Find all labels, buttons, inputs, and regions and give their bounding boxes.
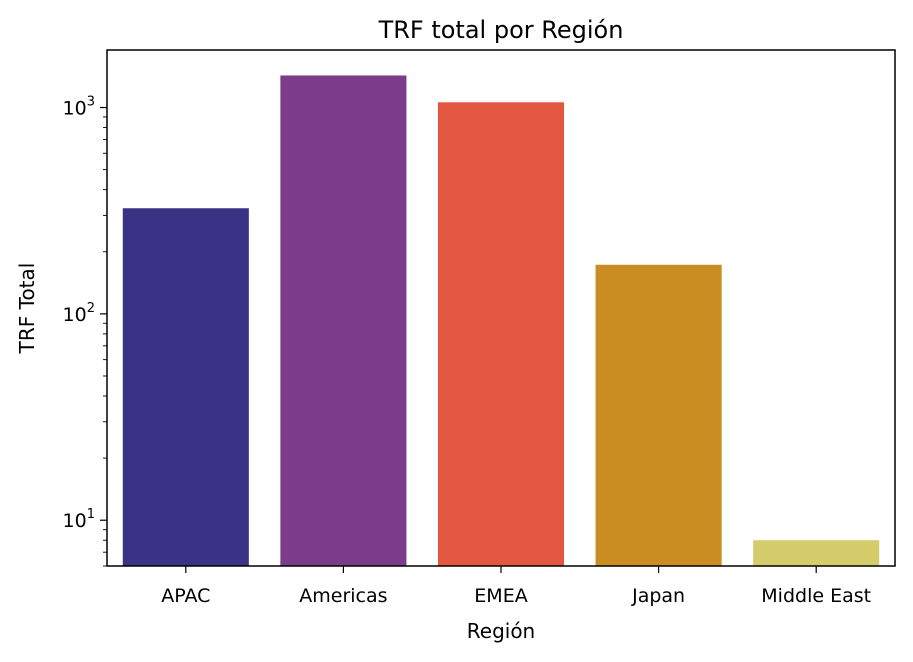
y-tick-base: 10 (63, 98, 87, 120)
x-axis-label: Región (467, 619, 535, 643)
x-axis-ticks: APAC Americas EMEA Japan Middle East (161, 566, 871, 607)
plot-frame (106, 49, 896, 567)
y-tick-label: 103 (63, 95, 95, 120)
bars-group (122, 75, 880, 566)
bar-middle-east (753, 540, 880, 566)
x-tick-label: Japan (631, 585, 685, 607)
y-tick-exponent: 3 (87, 95, 95, 110)
bar-americas (280, 75, 407, 566)
bar-emea (437, 102, 565, 566)
x-tick-label: APAC (161, 585, 210, 607)
chart-title: TRF total por Región (378, 16, 624, 44)
y-tick-label: 102 (63, 301, 95, 326)
y-axis-label: TRF Total (15, 263, 39, 355)
y-tick-base: 10 (63, 304, 87, 326)
x-tick-label: Middle East (761, 585, 871, 607)
x-tick-label: Americas (299, 585, 387, 607)
y-tick-exponent: 2 (87, 301, 95, 316)
bar-apac (122, 208, 249, 566)
y-tick-label: 101 (63, 507, 95, 532)
y-tick-base: 10 (63, 510, 87, 532)
y-tick-exponent: 1 (87, 507, 95, 522)
bar-japan (595, 264, 722, 566)
x-tick-label: EMEA (474, 585, 527, 607)
